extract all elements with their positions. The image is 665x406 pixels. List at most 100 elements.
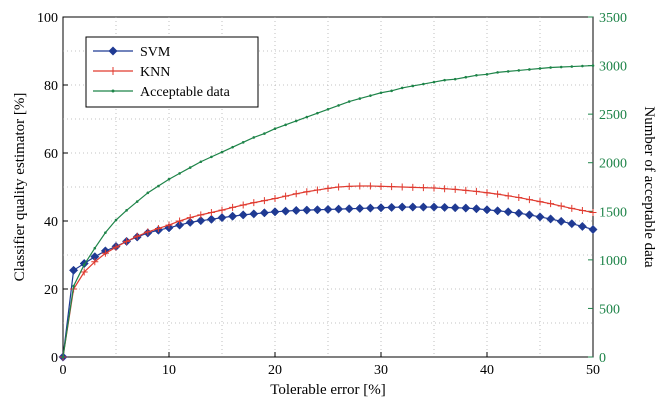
- right-y-tick-label: 500: [599, 302, 620, 317]
- data-point: [282, 192, 290, 200]
- right-y-tick-label: 1000: [599, 254, 627, 269]
- data-point: [441, 185, 449, 193]
- data-point: [337, 104, 340, 107]
- data-point: [369, 94, 372, 97]
- x-axis-label: Tolerable error [%]: [270, 382, 386, 398]
- right-y-tick-label: 3500: [599, 11, 627, 26]
- data-point: [323, 204, 333, 214]
- data-point: [82, 263, 86, 267]
- data-point: [313, 186, 321, 194]
- data-point: [61, 355, 65, 359]
- data-point: [514, 208, 524, 218]
- data-point: [475, 73, 478, 77]
- x-axis: 0 10 20 30 40 50: [60, 352, 600, 378]
- left-y-tick-label: 60: [44, 147, 58, 162]
- data-point: [398, 183, 406, 191]
- data-point: [210, 155, 213, 159]
- data-point: [260, 197, 268, 205]
- data-point: [93, 246, 97, 250]
- data-point: [358, 97, 362, 100]
- data-point: [80, 268, 88, 276]
- left-y-tick-label: 20: [44, 283, 58, 298]
- series-svm: [58, 202, 598, 362]
- data-point: [114, 218, 118, 222]
- data-point: [157, 184, 160, 188]
- data-point: [305, 115, 309, 119]
- data-point: [303, 188, 311, 196]
- x-tick-label: 0: [60, 363, 67, 378]
- data-point: [440, 202, 450, 212]
- data-point: [112, 243, 120, 251]
- legend-item: KNN: [93, 65, 170, 80]
- data-point: [451, 185, 459, 193]
- x-tick-label: 20: [268, 363, 282, 378]
- data-point: [494, 190, 502, 198]
- data-point: [453, 77, 457, 81]
- data-point: [366, 182, 374, 190]
- data-point: [250, 199, 258, 207]
- left-y-tick-label: 0: [51, 351, 58, 366]
- data-point: [259, 208, 269, 218]
- data-point: [408, 202, 418, 212]
- data-point: [549, 66, 552, 69]
- data-point: [347, 100, 351, 103]
- data-point: [387, 202, 397, 212]
- data-point: [464, 75, 468, 79]
- data-point: [252, 136, 256, 139]
- data-point: [471, 204, 481, 214]
- data-point: [461, 203, 471, 213]
- data-point: [429, 202, 439, 212]
- data-point: [165, 221, 173, 229]
- data-point: [273, 127, 277, 131]
- data-point: [239, 201, 247, 209]
- data-point: [496, 71, 499, 74]
- data-point: [344, 204, 354, 214]
- data-point: [430, 184, 438, 192]
- data-point: [517, 69, 521, 72]
- data-point: [231, 145, 234, 149]
- data-point: [133, 232, 141, 240]
- data-point: [229, 203, 237, 211]
- data-point: [316, 111, 319, 115]
- right-y-tick-label: 2500: [599, 108, 627, 123]
- data-point: [302, 205, 312, 215]
- data-point: [557, 202, 565, 210]
- left-y-tick-label: 40: [44, 215, 58, 230]
- x-tick-label: 30: [374, 363, 388, 378]
- data-point: [281, 206, 291, 216]
- data-point: [291, 205, 301, 216]
- data-point: [589, 209, 597, 216]
- data-point: [263, 132, 266, 135]
- data-point: [377, 182, 385, 190]
- data-point: [199, 160, 203, 164]
- data-point: [335, 183, 343, 191]
- legend-label: SVM: [140, 45, 171, 60]
- data-point: [483, 189, 491, 197]
- left-y-tick-label: 80: [44, 79, 58, 94]
- x-tick-label: 50: [586, 363, 600, 378]
- data-point: [238, 210, 248, 220]
- data-point: [588, 224, 598, 235]
- data-point: [432, 80, 436, 84]
- right-y-axis-label: Number of acceptable data: [641, 106, 657, 268]
- data-point: [228, 211, 238, 221]
- left-y-tick-label: 100: [37, 11, 58, 26]
- data-point: [390, 89, 393, 93]
- legend-marker: [111, 89, 115, 93]
- data-point: [207, 209, 215, 216]
- data-point: [411, 84, 415, 88]
- data-point: [578, 206, 586, 214]
- data-point: [482, 205, 492, 215]
- data-point: [536, 198, 544, 206]
- data-point: [292, 190, 300, 198]
- data-point: [419, 184, 427, 192]
- data-point: [178, 172, 181, 175]
- data-point: [400, 86, 404, 90]
- data-point: [493, 206, 503, 216]
- data-point: [376, 203, 386, 213]
- data-point: [220, 150, 224, 154]
- data-point: [101, 249, 109, 257]
- data-point: [186, 214, 194, 222]
- data-point: [379, 91, 383, 95]
